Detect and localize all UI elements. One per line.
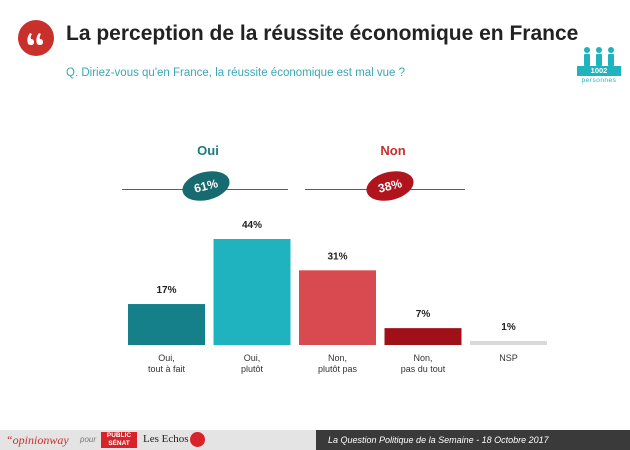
- respondents-badge: 1002 personnes: [577, 46, 621, 85]
- bar-0: [128, 304, 205, 345]
- group-label-non: Non: [380, 143, 406, 158]
- radio-logo-icon: [190, 432, 205, 447]
- bar-2: [299, 270, 376, 345]
- category-label-1: plutôt: [241, 364, 264, 374]
- quote-icon: [27, 33, 43, 45]
- group-label-oui: Oui: [197, 143, 219, 158]
- page-title: La perception de la réussite économique …: [66, 22, 579, 45]
- category-label-1: Oui,: [244, 353, 261, 363]
- pour-label: pour: [80, 435, 97, 444]
- value-label-3: 7%: [416, 309, 431, 320]
- quote-badge: [18, 20, 54, 56]
- bar-4: [470, 341, 547, 345]
- footer: “opinionway pour PUBLIC SÉNAT Les Echos …: [0, 430, 630, 450]
- opinionway-logo: “opinionway: [6, 433, 69, 447]
- question-text: Q. Diriez-vous qu'en France, la réussite…: [66, 67, 406, 79]
- bar-1: [213, 239, 291, 345]
- value-label-4: 1%: [501, 322, 516, 333]
- value-label-2: 31%: [327, 251, 347, 262]
- category-label-3: Non,: [413, 353, 432, 363]
- footer-caption: La Question Politique de la Semaine - 18…: [316, 430, 630, 450]
- value-label-0: 17%: [156, 285, 176, 296]
- people-icon: [577, 46, 621, 66]
- les-echos-logo: Les Echos: [143, 433, 189, 445]
- respondents-unit: personnes: [581, 77, 617, 84]
- respondents-count: 1002: [577, 66, 621, 76]
- category-label-2: Non,: [328, 353, 347, 363]
- category-label-0: tout à fait: [148, 364, 186, 374]
- bar-chart: 17%Oui,tout à fait44%Oui,plutôt31%Non,pl…: [128, 220, 547, 374]
- bar-3: [384, 328, 462, 345]
- category-label-0: Oui,: [158, 353, 175, 363]
- public-senat-logo: PUBLIC SÉNAT: [101, 432, 137, 448]
- value-label-1: 44%: [242, 220, 262, 231]
- category-label-2: plutôt pas: [318, 364, 358, 374]
- category-label-3: pas du tout: [401, 364, 446, 374]
- category-label-4: NSP: [499, 353, 518, 363]
